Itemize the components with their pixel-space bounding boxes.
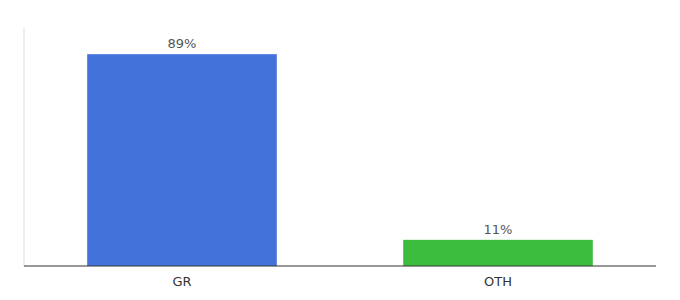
x-tick-label: OTH [484,274,512,289]
data-label: 89% [168,36,197,51]
bar [403,240,593,266]
x-tick-label: GR [172,274,191,289]
bar [87,54,277,266]
data-label: 11% [484,222,513,237]
y-range-line [24,28,25,266]
bars [87,54,593,266]
chart: 89% 11% GR OTH [0,0,680,300]
x-axis-line [24,266,656,267]
chart-container: 89% 11% GR OTH [0,0,680,300]
